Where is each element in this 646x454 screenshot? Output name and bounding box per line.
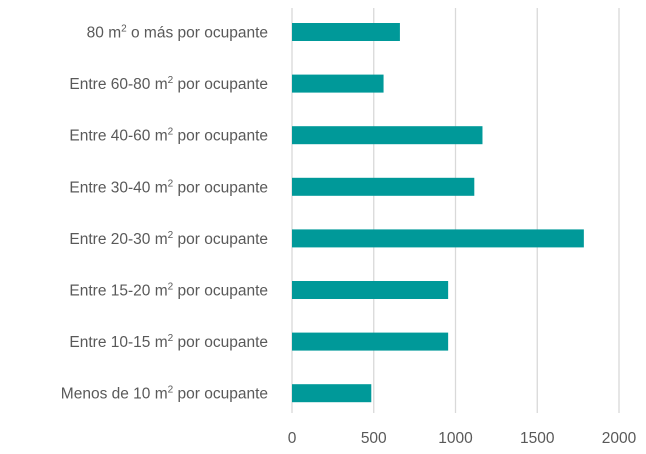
category-label: Entre 40-60 m2 por ocupante: [69, 127, 268, 145]
category-label-suffix: por ocupante: [173, 179, 268, 196]
category-label-prefix: Entre 40-60 m: [69, 128, 167, 145]
category-label-suffix: por ocupante: [173, 283, 268, 300]
category-label-superscript: 2: [168, 282, 174, 293]
category-label-superscript: 2: [168, 127, 174, 138]
category-label-suffix: por ocupante: [173, 334, 268, 351]
category-label-suffix: o más por ocupante: [127, 25, 268, 42]
category-label: Entre 20-30 m2 por ocupante: [69, 230, 268, 248]
bar: [292, 23, 400, 41]
category-label-prefix: 80 m: [87, 25, 121, 42]
category-label-superscript: 2: [168, 230, 174, 241]
category-label-superscript: 2: [121, 24, 127, 35]
bar: [292, 229, 584, 248]
category-label-suffix: por ocupante: [173, 128, 268, 145]
bars: [292, 23, 584, 403]
category-label: Menos de 10 m2 por ocupante: [61, 385, 268, 403]
category-label: 80 m2 o más por ocupante: [87, 24, 268, 42]
bar: [292, 332, 449, 351]
category-label-prefix: Menos de 10 m: [61, 386, 168, 403]
x-tick-label: 1500: [520, 430, 555, 447]
x-tick-label: 1000: [438, 430, 473, 447]
category-label: Entre 10-15 m2 por ocupante: [69, 333, 268, 351]
bar: [292, 74, 384, 93]
category-label-superscript: 2: [168, 75, 174, 86]
category-label: Entre 15-20 m2 por ocupante: [69, 282, 268, 300]
x-tick-label: 500: [361, 430, 387, 447]
x-tick-label: 0: [288, 430, 297, 447]
x-tick-label: 2000: [602, 430, 637, 447]
bar: [292, 281, 449, 299]
category-label-prefix: Entre 10-15 m: [69, 334, 167, 351]
category-label-prefix: Entre 30-40 m: [69, 179, 167, 196]
bar: [292, 384, 372, 403]
bar: [292, 177, 475, 196]
category-label-prefix: Entre 60-80 m: [69, 76, 167, 93]
gridlines: [291, 8, 620, 413]
category-label-superscript: 2: [168, 333, 174, 344]
category-label-prefix: Entre 15-20 m: [69, 283, 167, 300]
bar: [292, 126, 483, 145]
category-label: Entre 30-40 m2 por ocupante: [69, 178, 268, 196]
category-label-suffix: por ocupante: [173, 386, 268, 403]
category-label-suffix: por ocupante: [173, 231, 268, 248]
category-label-suffix: por ocupante: [173, 76, 268, 93]
category-label-prefix: Entre 20-30 m: [69, 231, 167, 248]
category-label-superscript: 2: [168, 178, 174, 189]
category-label-superscript: 2: [168, 385, 174, 396]
x-tick-labels: 0 500 1000 1500 2000: [288, 430, 637, 447]
category-label: Entre 60-80 m2 por ocupante: [69, 75, 268, 93]
